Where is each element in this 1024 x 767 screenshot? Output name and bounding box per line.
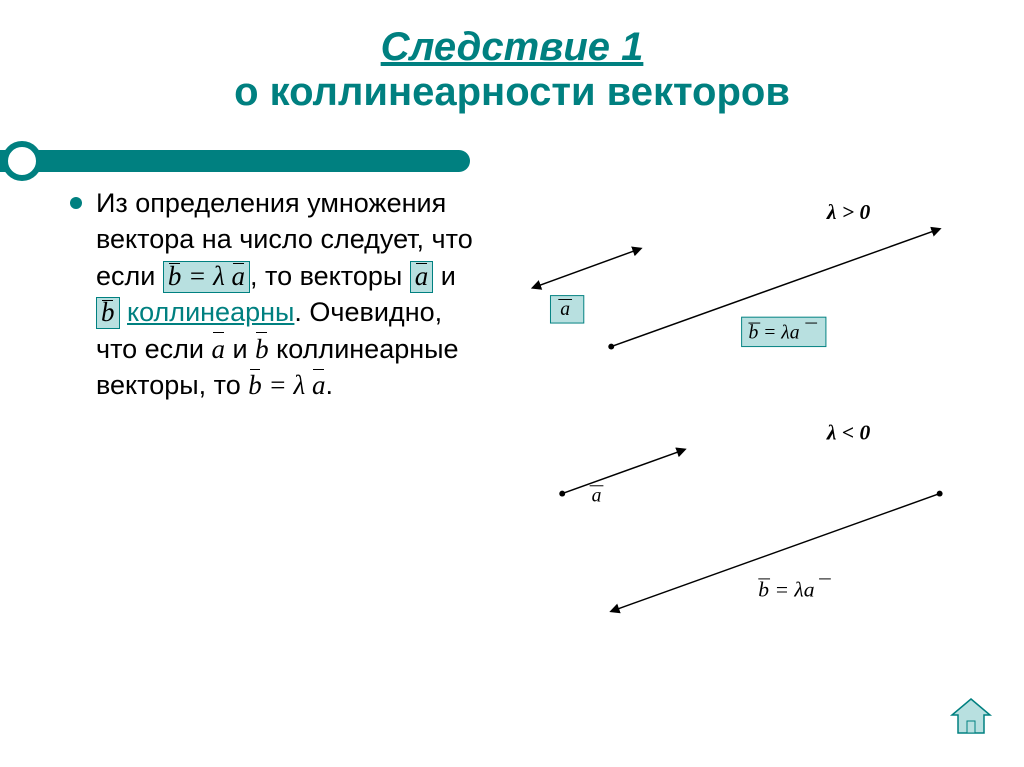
bullet-dot-icon	[70, 197, 82, 209]
vector-diagram: λ > 0 a b = λa λ < 0 a	[474, 185, 984, 665]
vector-a-2	[562, 450, 685, 494]
text-p4	[120, 297, 128, 327]
symbol-b-plain: b	[255, 334, 269, 364]
content-row: Из определения умножения вектора на числ…	[40, 185, 984, 670]
label-a-1: a	[560, 299, 570, 320]
lambda-pos-label: λ > 0	[826, 200, 871, 224]
decor-bar	[0, 150, 470, 172]
vector-a-1	[533, 249, 641, 288]
label-a-2: a	[592, 485, 602, 506]
formula-highlight-1: b = λ a	[163, 261, 250, 293]
home-icon	[948, 693, 994, 739]
title-line-2: о коллинеарности векторов	[40, 70, 984, 115]
diagram-column: λ > 0 a b = λa λ < 0 a	[474, 185, 984, 670]
text-column: Из определения умножения вектора на числ…	[40, 185, 474, 670]
label-b-2: b = λa	[759, 578, 815, 602]
symbol-b-highlight: b	[96, 297, 120, 329]
label-b-1: b = λa	[749, 323, 800, 344]
title-line-1: Следствие 1	[40, 25, 984, 70]
symbol-a-highlight: a	[410, 261, 434, 293]
slide: Следствие 1 о коллинеарности векторов Из…	[0, 0, 1024, 767]
collinear-link[interactable]: коллинеарны	[127, 297, 294, 327]
bullet-item: Из определения умножения вектора на числ…	[70, 185, 474, 404]
text-p8: .	[325, 370, 333, 400]
text-p3: и	[433, 261, 456, 291]
symbol-a-plain: a	[212, 334, 226, 364]
lambda-neg-label: λ < 0	[826, 421, 871, 445]
title-block: Следствие 1 о коллинеарности векторов	[40, 25, 984, 115]
text-p2: , то векторы	[250, 261, 410, 291]
text-p6: и	[233, 334, 256, 364]
body-text: Из определения умножения вектора на числ…	[96, 185, 474, 404]
home-button[interactable]	[948, 693, 994, 739]
formula-plain: b = λ a	[248, 370, 325, 400]
decor-circle	[2, 141, 42, 181]
